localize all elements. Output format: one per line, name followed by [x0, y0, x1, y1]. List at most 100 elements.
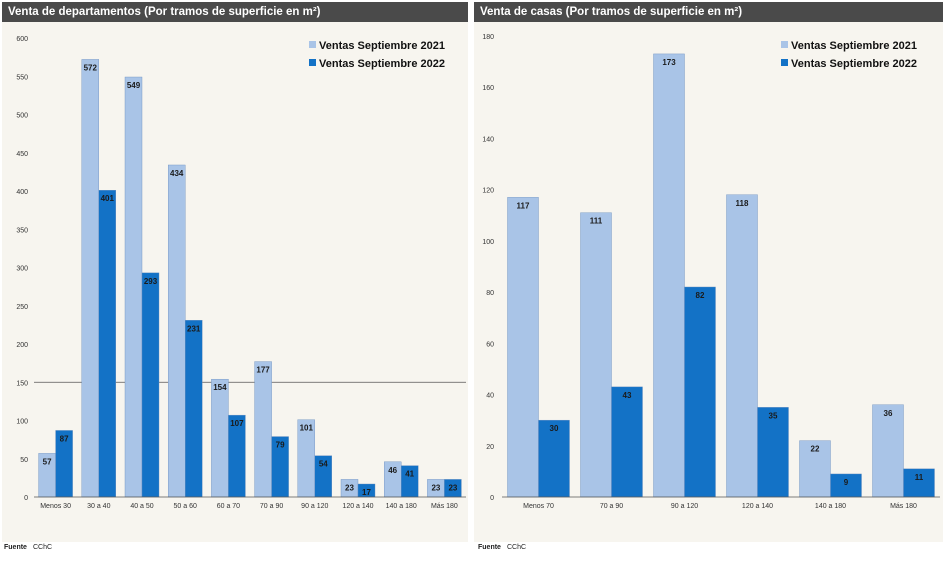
y-tick-label: 0 — [24, 495, 28, 502]
legend-label-2021: Ventas Septiembre 2021 — [791, 40, 917, 52]
apartments-bar-chart: 0 50 100 150 200 250 300 350 400 450 500 550 600 57 87… — [16, 36, 466, 510]
data-label-2021: 46 — [388, 466, 397, 475]
category-label: 30 a 40 — [87, 503, 110, 510]
data-label-2021: 22 — [811, 445, 820, 454]
apartments-chart-title: Venta de departamentos (Por tramos de su… — [2, 2, 468, 22]
legend-swatch-2021 — [781, 41, 788, 48]
category-label: Más 180 — [890, 503, 917, 510]
bar-2021 — [799, 440, 831, 498]
bar-2021 — [254, 361, 272, 498]
y-tick-label: 100 — [482, 239, 494, 246]
y-tick-label: 50 — [20, 457, 28, 464]
bar-2022 — [98, 190, 117, 498]
category-label: Menos 30 — [40, 503, 71, 510]
y-tick-label: 600 — [16, 36, 28, 43]
apartments-chart-panel: Venta de departamentos (Por tramos de su… — [2, 2, 468, 542]
y-tick-label: 250 — [16, 304, 28, 311]
y-tick-label: 160 — [482, 85, 494, 92]
houses-chart-title: Venta de casas (Por tramos de superficie… — [474, 2, 943, 22]
y-tick-label: 100 — [16, 419, 28, 426]
data-label-2022: 107 — [230, 419, 244, 428]
bar-2022 — [184, 320, 203, 498]
y-tick-label: 0 — [490, 495, 494, 502]
legend-swatch-2021 — [309, 41, 316, 48]
data-label-2021: 173 — [662, 58, 676, 67]
data-label-2022: 401 — [101, 194, 115, 203]
data-label-2021: 23 — [431, 483, 440, 492]
y-tick-label: 120 — [482, 188, 494, 195]
y-tick-label: 500 — [16, 113, 28, 120]
category-label: 50 a 60 — [174, 503, 197, 510]
apartments-source-text: CChC — [32, 544, 53, 551]
y-tick-label: 300 — [16, 266, 28, 273]
bar-2022 — [903, 468, 935, 498]
data-label-2021: 57 — [43, 457, 52, 466]
y-tick-label: 450 — [16, 151, 28, 158]
data-label-2022: 41 — [405, 470, 414, 479]
category-label: 60 a 70 — [217, 503, 240, 510]
bar-2021 — [507, 197, 539, 498]
bar-2022 — [538, 419, 570, 498]
category-label: Más 180 — [431, 503, 458, 510]
bar-2022 — [757, 407, 789, 498]
data-label-2021: 549 — [127, 81, 141, 90]
data-label-2021: 118 — [736, 199, 749, 208]
category-label: 140 a 180 — [386, 503, 417, 510]
legend-swatch-2022 — [309, 59, 316, 66]
data-label-2021: 101 — [300, 424, 314, 433]
bar-2022 — [141, 272, 160, 498]
legend-label-2022: Ventas Septiembre 2022 — [791, 58, 917, 70]
data-label-2022: 293 — [144, 277, 158, 286]
bar-2022 — [684, 286, 716, 498]
houses-source-label: Fuente — [478, 544, 501, 551]
category-label: 40 a 50 — [130, 503, 153, 510]
houses-source-text: CChC — [506, 544, 527, 551]
apartments-source: Fuente CChC — [4, 544, 52, 551]
legend-swatch-2022 — [781, 59, 788, 66]
legend-label-2022: Ventas Septiembre 2022 — [319, 58, 445, 70]
bar-2021 — [580, 212, 612, 498]
category-label: Menos 70 — [523, 503, 554, 510]
y-tick-label: 180 — [482, 34, 494, 41]
data-label-2022: 9 — [844, 478, 849, 487]
y-tick-label: 150 — [16, 380, 28, 387]
data-label-2022: 23 — [448, 483, 457, 492]
data-label-2022: 87 — [60, 434, 69, 443]
bar-2021 — [81, 59, 100, 498]
data-label-2022: 30 — [550, 424, 559, 433]
bar-2021 — [167, 164, 186, 498]
data-label-2022: 54 — [319, 460, 328, 469]
bar-2022 — [611, 386, 643, 498]
data-label-2021: 434 — [170, 169, 184, 178]
bar-2021 — [726, 194, 758, 498]
data-label-2021: 572 — [84, 63, 98, 72]
data-label-2022: 43 — [623, 391, 632, 400]
data-label-2022: 35 — [769, 411, 778, 420]
data-label-2021: 23 — [345, 483, 354, 492]
data-label-2022: 17 — [362, 488, 371, 497]
category-label: 120 a 140 — [742, 503, 773, 510]
apartments-source-label: Fuente — [4, 544, 27, 551]
y-tick-label: 400 — [16, 189, 28, 196]
y-tick-label: 20 — [486, 444, 494, 451]
y-tick-label: 200 — [16, 342, 28, 349]
bar-2021 — [211, 378, 229, 498]
legend-label-2021: Ventas Septiembre 2021 — [319, 40, 445, 52]
data-label-2022: 11 — [915, 473, 924, 482]
y-tick-label: 80 — [486, 290, 494, 297]
category-label: 90 a 120 — [671, 503, 698, 510]
houses-source: Fuente CChC — [478, 544, 526, 551]
bar-2021 — [872, 404, 904, 498]
data-label-2021: 111 — [590, 217, 603, 226]
y-tick-label: 140 — [482, 136, 494, 143]
y-tick-label: 60 — [486, 341, 494, 348]
data-label-2022: 82 — [696, 291, 705, 300]
y-tick-label: 40 — [486, 393, 494, 400]
bar-2021 — [653, 53, 685, 498]
data-label-2022: 231 — [187, 324, 201, 333]
category-label: 70 a 90 — [600, 503, 623, 510]
houses-chart-panel: Venta de casas (Por tramos de superficie… — [474, 2, 943, 542]
data-label-2021: 36 — [884, 409, 893, 418]
y-tick-label: 350 — [16, 227, 28, 234]
